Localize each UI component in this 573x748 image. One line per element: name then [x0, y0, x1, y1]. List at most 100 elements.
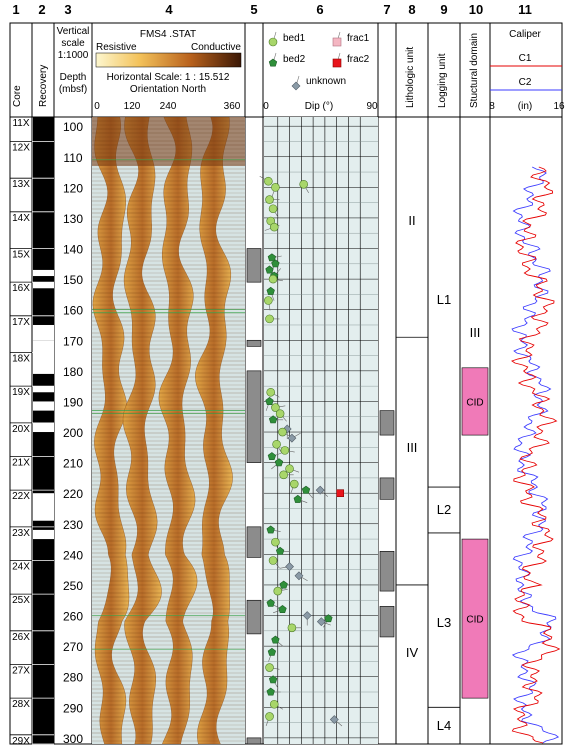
column-number-6: 6: [316, 2, 323, 17]
core-label: 16X: [12, 283, 30, 294]
core-column: 11X 12X 13X 14X 15X 16X 17X 18X 19X 20X 21X 22X 23X 2…: [10, 118, 32, 747]
recovery-gap: [33, 269, 54, 277]
column-number-4: 4: [165, 2, 173, 17]
fms-tick-label: 0: [94, 101, 100, 112]
fms-pad-strip: [122, 117, 162, 744]
dip-point-bed1: [264, 176, 273, 186]
dip-point-bed2: [267, 452, 277, 461]
lithologic-unit-label: III: [407, 440, 418, 455]
core-label: 21X: [12, 457, 30, 468]
depth-title-line: scale: [61, 38, 85, 49]
core-label: 17X: [12, 317, 30, 328]
recovery-column: [32, 117, 54, 745]
depth-label: 240: [63, 548, 83, 562]
core-label: 19X: [12, 387, 30, 398]
column-7-block: [379, 410, 395, 436]
depth-label: 120: [63, 181, 83, 195]
caliper-c1-label: C1: [519, 53, 532, 64]
depth-title-line: 1:1000: [58, 50, 89, 61]
dip-point-bed2: [266, 598, 275, 607]
legend-marker-unknown: [291, 81, 301, 91]
dip-point-bed2: [274, 458, 284, 467]
recovery-gap: [33, 386, 54, 393]
depth-label: 300: [63, 732, 83, 746]
dip-point-bed1: [299, 179, 308, 189]
fms-pad-strip: [92, 117, 130, 744]
dip-point-bed1: [271, 537, 280, 547]
depth-label: 260: [63, 610, 83, 624]
dip-point-bed2: [265, 397, 274, 406]
depth-label: 150: [63, 273, 83, 287]
fms-tick-label: 240: [160, 101, 177, 112]
core-label: 20X: [12, 424, 30, 435]
dip-point-bed1: [287, 623, 297, 633]
legend-label-bed1: bed1: [283, 33, 306, 44]
dip-point-frac2: [336, 489, 345, 498]
lithologic-unit-label: IV: [406, 645, 419, 660]
fms-tick-label: 360: [224, 101, 241, 112]
fms-orientation: Orientation North: [130, 84, 206, 95]
caliper-title: Caliper: [509, 29, 541, 40]
depth-title-line: Depth: [60, 72, 87, 83]
dip-point-bed1: [265, 712, 274, 721]
column-number-1: 1: [12, 2, 19, 17]
core-label: 28X: [12, 699, 30, 710]
core-label: 11X: [12, 118, 29, 129]
fms-pad-strip: [195, 117, 233, 744]
dip-point-unknown: [329, 715, 339, 724]
cid-zone: [461, 538, 489, 699]
fms-resistive-label: Resistive: [96, 42, 137, 53]
dip-point-bed1: [289, 479, 299, 489]
structural-domain-label: III: [470, 325, 481, 340]
legend-label-unknown: unknown: [306, 76, 346, 87]
dip-point-bed2: [301, 485, 311, 494]
logging-unit-label: L1: [437, 292, 451, 307]
caliper-c1-curve: [511, 166, 561, 744]
core-label: 26X: [12, 632, 30, 643]
column-number-9: 9: [440, 2, 447, 17]
depth-label: 290: [63, 701, 83, 715]
fms-image-column: [92, 117, 245, 744]
recovery-gap: [33, 324, 54, 341]
dip-point-bed1: [264, 296, 273, 305]
dip-point-bed1: [285, 464, 294, 474]
depth-label: 100: [63, 120, 83, 134]
dip-point-bed1: [275, 409, 285, 418]
column-number-8: 8: [408, 2, 415, 17]
dip-point-bed1: [271, 183, 280, 192]
recovery-gap: [33, 340, 54, 374]
logging-unit-label: L3: [437, 615, 451, 630]
legend-marker-bed2: [268, 58, 278, 67]
column-number-5: 5: [250, 2, 257, 17]
dip-point-bed1: [269, 222, 279, 232]
dip-point-bed1: [266, 387, 276, 397]
cid-zone: [461, 367, 489, 436]
depth-label: 160: [63, 304, 83, 318]
depth-label: 220: [63, 487, 83, 501]
lithologic-unit-label: II: [408, 213, 415, 228]
column-7-blocks: [379, 410, 395, 638]
column-5-blocks: [246, 248, 262, 745]
depth-label: 130: [63, 212, 83, 226]
dip-point-bed1: [268, 274, 278, 284]
dip-point-bed1: [272, 439, 281, 449]
core-label: 24X: [12, 561, 30, 572]
dip-point-unknown: [315, 485, 325, 495]
core-label: 14X: [12, 213, 30, 224]
column-5-block: [246, 599, 262, 635]
depth-label: 250: [63, 579, 83, 593]
column-5-block: [246, 248, 262, 283]
legend-label-bed2: bed2: [283, 54, 306, 65]
core-label: 12X: [12, 142, 30, 153]
recovery-gap: [33, 282, 54, 289]
column-7-block: [379, 551, 395, 592]
core-label: 27X: [12, 665, 30, 676]
structural-domains: III CID CID: [461, 325, 489, 699]
logging-unit-title: Logging unit: [437, 53, 448, 108]
depth-label: 180: [63, 365, 83, 379]
fms-title: FMS4 .STAT: [140, 29, 196, 40]
core-label: 22X: [12, 491, 30, 502]
